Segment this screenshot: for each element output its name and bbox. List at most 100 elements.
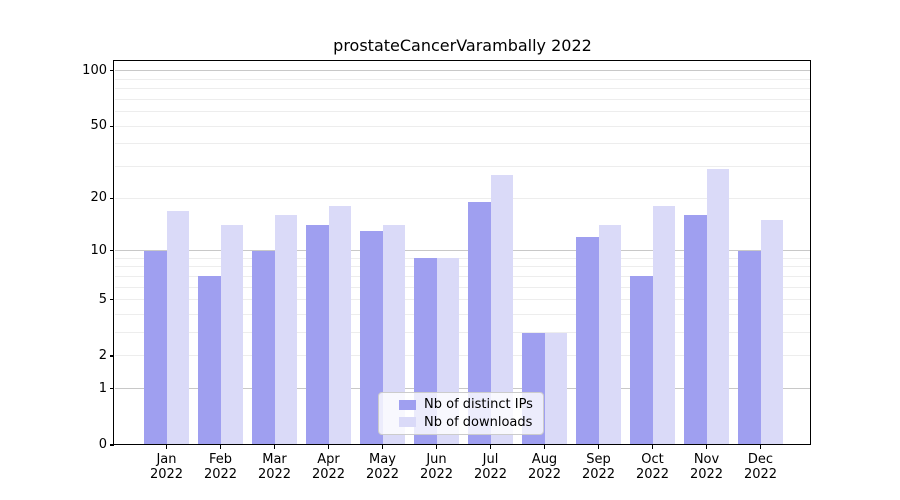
x-tick-label-year-feb: 2022 — [203, 467, 238, 482]
x-tick-label-month-jun: Jun — [426, 452, 447, 467]
x-tick-may — [381, 445, 384, 449]
gridline-minor-7 — [115, 275, 810, 277]
bar-oct-downloads — [652, 206, 675, 445]
gridline-minor-3 — [115, 332, 810, 334]
x-tick-label-year-aug: 2022 — [527, 467, 562, 482]
gridline-minor-5 — [115, 299, 810, 301]
gridline-minor-40 — [115, 143, 810, 145]
x-tick-nov — [705, 445, 708, 449]
x-tick-label-may: May 2022 — [356, 452, 410, 482]
x-tick-label-month-jan: Jan — [156, 452, 177, 467]
bar-sep-distinct-ips — [576, 237, 599, 445]
y-tick-0 — [110, 444, 114, 446]
bar-jan-downloads — [166, 210, 189, 445]
x-tick-label-year-apr: 2022 — [311, 467, 346, 482]
x-tick-jan — [165, 445, 168, 449]
gridline-minor-20 — [115, 197, 810, 199]
bar-aug-downloads — [544, 332, 567, 445]
x-tick-label-year-mar: 2022 — [257, 467, 292, 482]
gridline-minor-9 — [115, 257, 810, 259]
gridline-major-1 — [115, 388, 810, 390]
legend-swatch-downloads — [399, 417, 416, 428]
gridline-major-10 — [115, 250, 810, 252]
y-tick-100 — [110, 70, 114, 72]
x-tick-label-year-nov: 2022 — [689, 467, 724, 482]
gridline-major-100 — [115, 70, 810, 72]
x-tick-label-year-jul: 2022 — [473, 467, 508, 482]
bar-nov-downloads — [706, 169, 729, 445]
y-tick-label-20: 20 — [90, 190, 107, 206]
x-tick-apr — [327, 445, 330, 449]
gridline-minor-80 — [115, 88, 810, 90]
bar-feb-distinct-ips — [198, 276, 221, 445]
bar-jul-downloads — [490, 174, 513, 445]
y-tick-20 — [110, 197, 114, 199]
x-tick-jul — [489, 445, 492, 449]
bar-jan-distinct-ips — [144, 250, 167, 445]
bar-jul-distinct-ips — [468, 202, 491, 445]
bar-feb-downloads — [220, 225, 243, 445]
y-tick-1 — [110, 388, 114, 390]
bar-mar-downloads — [274, 215, 297, 445]
y-tick-2 — [110, 355, 114, 357]
bar-dec-downloads — [760, 220, 783, 445]
gridline-minor-4 — [115, 314, 810, 315]
x-tick-label-year-jan: 2022 — [149, 467, 184, 482]
y-tick-label-50: 50 — [90, 118, 107, 134]
x-tick-label-month-dec: Dec — [747, 452, 774, 467]
x-tick-label-year-sep: 2022 — [581, 467, 616, 482]
x-tick-label-jun: Jun 2022 — [410, 452, 464, 482]
gridline-minor-50 — [115, 125, 810, 127]
bar-may-downloads — [382, 225, 405, 445]
x-tick-label-month-may: May — [369, 452, 396, 467]
x-tick-label-month-aug: Aug — [531, 452, 558, 467]
x-tick-label-month-oct: Oct — [641, 452, 664, 467]
y-tick-10 — [110, 249, 114, 252]
x-tick-label-dec: Dec 2022 — [734, 452, 788, 482]
legend-item-distinct-ips: Nb of distinct IPs — [388, 397, 537, 412]
gridline-minor-70 — [115, 98, 810, 100]
gridline-minor-2 — [115, 355, 810, 357]
x-tick-label-feb: Feb 2022 — [194, 452, 248, 482]
x-tick-label-month-mar: Mar — [262, 452, 287, 467]
y-tick-label-0: 0 — [98, 437, 107, 452]
bar-nov-distinct-ips — [684, 215, 707, 445]
x-tick-label-month-sep: Sep — [586, 452, 611, 467]
x-tick-label-year-may: 2022 — [365, 467, 400, 482]
y-tick-5 — [110, 299, 114, 301]
bar-apr-downloads — [328, 206, 351, 445]
legend-label-distinct-ips: Nb of distinct IPs — [424, 397, 533, 413]
x-tick-dec — [759, 445, 762, 449]
x-tick-label-year-oct: 2022 — [635, 467, 670, 482]
x-tick-label-year-dec: 2022 — [743, 467, 778, 482]
y-tick-50 — [110, 125, 114, 127]
x-tick-feb — [219, 445, 222, 449]
legend-item-downloads: Nb of downloads — [388, 415, 537, 430]
x-tick-label-month-feb: Feb — [208, 452, 233, 467]
y-tick-label-10: 10 — [90, 242, 107, 258]
x-tick-label-jan: Jan 2022 — [140, 452, 194, 482]
x-tick-label-month-jul: Jul — [482, 452, 499, 467]
gridline-minor-90 — [115, 78, 810, 80]
x-tick-label-sep: Sep 2022 — [572, 452, 626, 482]
x-tick-oct — [651, 445, 654, 449]
legend-label-downloads: Nb of downloads — [424, 414, 533, 430]
bar-sep-downloads — [598, 225, 621, 445]
y-tick-label-5: 5 — [98, 291, 107, 307]
bar-may-distinct-ips — [360, 231, 383, 445]
x-tick-sep — [597, 445, 600, 449]
x-tick-label-month-nov: Nov — [693, 452, 720, 467]
x-tick-aug — [543, 445, 546, 449]
legend: Nb of distinct IPs Nb of downloads — [378, 392, 544, 435]
x-tick-label-apr: Apr 2022 — [302, 452, 356, 482]
gridline-minor-6 — [115, 286, 810, 288]
gridline-minor-60 — [115, 111, 810, 113]
y-tick-label-1: 1 — [98, 380, 107, 396]
bar-oct-distinct-ips — [630, 276, 653, 445]
bar-dec-distinct-ips — [738, 250, 761, 445]
y-tick-label-2: 2 — [98, 347, 107, 363]
x-tick-jun — [435, 445, 438, 449]
x-tick-mar — [273, 445, 276, 449]
x-tick-label-year-jun: 2022 — [419, 467, 454, 482]
